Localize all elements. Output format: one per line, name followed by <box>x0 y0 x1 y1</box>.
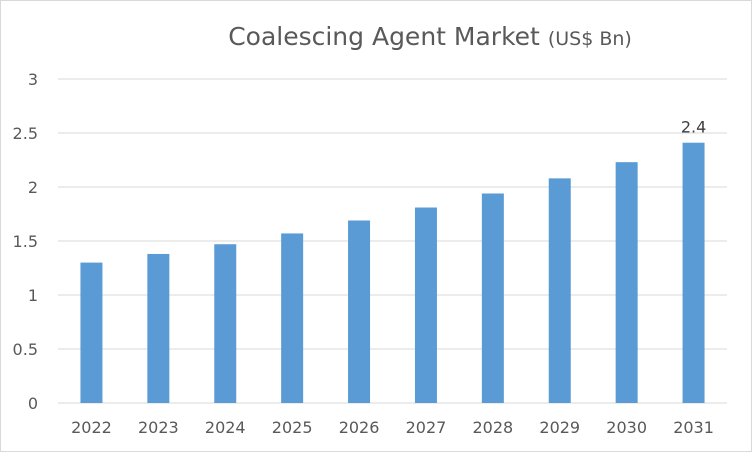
data-labels: 2.4 <box>681 118 706 137</box>
x-axis-ticks: 2022 2023 2024 2025 2026 2027 2028 2029 2030 2031 <box>71 418 714 437</box>
gridlines <box>58 78 727 404</box>
bars <box>80 142 705 403</box>
bar <box>615 162 638 403</box>
bar <box>348 220 371 403</box>
bar <box>481 193 504 403</box>
data-label: 2.4 <box>681 118 706 137</box>
x-tick-label: 2025 <box>272 418 313 437</box>
x-tick-label: 2026 <box>339 418 380 437</box>
x-tick-label: 2031 <box>673 418 714 437</box>
y-tick-label: 2 <box>28 178 38 197</box>
chart-title: Coalescing Agent Market (US$ Bn) <box>0 22 752 51</box>
y-tick-label: 3 <box>28 70 38 89</box>
y-tick-label: 1 <box>28 286 38 305</box>
y-axis-ticks: 0 0.5 1 1.5 2 2.5 3 <box>13 70 38 413</box>
x-tick-label: 2024 <box>205 418 246 437</box>
bar <box>281 233 304 403</box>
chart-title-unit: (US$ Bn) <box>547 28 632 50</box>
x-tick-label: 2027 <box>406 418 447 437</box>
bar <box>548 178 571 403</box>
bar <box>414 207 437 403</box>
bar <box>682 142 705 403</box>
bar <box>214 244 237 403</box>
bar <box>147 253 170 403</box>
y-tick-label: 2.5 <box>13 124 38 143</box>
x-tick-label: 2023 <box>138 418 179 437</box>
x-tick-label: 2029 <box>539 418 580 437</box>
y-tick-label: 0 <box>28 394 38 413</box>
y-tick-label: 1.5 <box>13 232 38 251</box>
chart-title-text: Coalescing Agent Market <box>228 22 540 51</box>
y-tick-label: 0.5 <box>13 340 38 359</box>
x-tick-label: 2022 <box>71 418 112 437</box>
x-tick-label: 2030 <box>606 418 647 437</box>
bar <box>80 262 103 403</box>
x-tick-label: 2028 <box>472 418 513 437</box>
